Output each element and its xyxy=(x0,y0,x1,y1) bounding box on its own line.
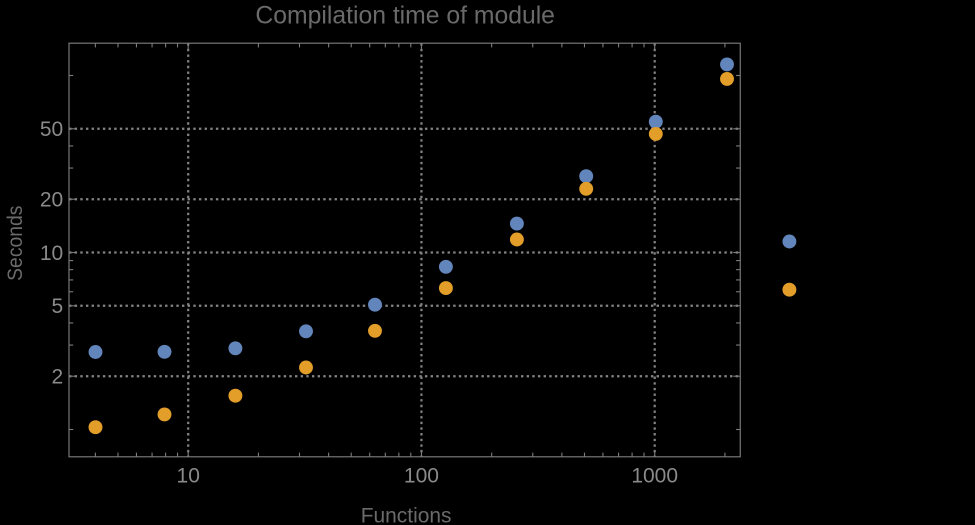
svg-text:Seconds: Seconds xyxy=(4,206,27,281)
svg-text:1000: 1000 xyxy=(631,465,678,488)
svg-text:2: 2 xyxy=(52,366,64,389)
svg-text:100: 100 xyxy=(404,465,439,488)
svg-text:10: 10 xyxy=(177,465,200,488)
svg-text:20: 20 xyxy=(40,189,63,212)
svg-text:10: 10 xyxy=(40,242,63,265)
svg-text:Functions: Functions xyxy=(361,505,452,525)
svg-text:5: 5 xyxy=(52,295,64,318)
svg-text:Compilation time of module: Compilation time of module xyxy=(255,3,555,30)
svg-text:50: 50 xyxy=(40,118,63,141)
